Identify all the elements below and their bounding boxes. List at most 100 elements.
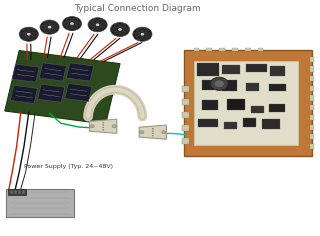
Circle shape [72,18,78,22]
Circle shape [133,27,152,41]
Bar [182,99,189,105]
Bar [232,48,238,51]
Text: Typical Connection Diagram: Typical Connection Diagram [74,4,201,13]
Circle shape [123,27,129,32]
Circle shape [140,131,144,134]
Bar [310,105,314,110]
Circle shape [114,24,120,28]
Circle shape [102,129,104,131]
Bar [14,190,17,194]
Circle shape [140,33,144,36]
Bar [246,64,267,72]
Circle shape [137,28,142,33]
Circle shape [142,36,148,40]
Bar [182,138,189,144]
Circle shape [96,23,100,26]
Circle shape [23,36,29,40]
Circle shape [50,29,55,33]
Circle shape [98,19,103,23]
Circle shape [152,133,154,134]
Bar [6,189,74,217]
Circle shape [88,18,107,32]
Bar [310,86,314,91]
Bar [182,112,189,118]
Bar [246,83,259,91]
Bar [227,99,245,110]
Circle shape [137,36,142,40]
Circle shape [19,27,38,41]
Circle shape [29,28,35,33]
Circle shape [114,31,120,35]
Text: Power Supply (Typ. 24~48V): Power Supply (Typ. 24~48V) [24,164,113,169]
Circle shape [72,25,78,30]
Bar [269,84,286,91]
Circle shape [27,33,31,36]
Polygon shape [66,63,94,81]
Circle shape [75,21,81,26]
Circle shape [120,24,126,28]
Bar [243,118,256,127]
Bar [262,119,280,129]
Bar [182,86,189,92]
Circle shape [44,29,50,33]
Bar [310,144,314,149]
Circle shape [70,22,74,25]
Circle shape [48,26,52,29]
Circle shape [90,125,94,128]
Bar [310,125,314,130]
Bar [222,80,237,91]
Bar [310,115,314,120]
Circle shape [66,18,72,22]
Bar [198,119,218,127]
Bar [8,189,26,195]
Circle shape [110,22,130,37]
Circle shape [142,28,148,33]
Circle shape [89,23,95,27]
Polygon shape [139,125,166,139]
Bar [184,50,312,156]
Circle shape [52,25,58,29]
Bar [206,48,212,51]
Circle shape [40,20,59,34]
Circle shape [134,32,140,36]
Bar [10,190,13,194]
Polygon shape [12,64,39,82]
Bar [194,61,298,145]
Bar [310,95,314,101]
Polygon shape [39,63,67,81]
Circle shape [152,130,154,132]
Circle shape [20,32,26,36]
Circle shape [152,128,154,129]
Bar [224,122,237,129]
Circle shape [145,32,151,36]
Circle shape [112,125,116,128]
Bar [245,48,251,51]
Circle shape [66,25,72,30]
Bar [182,125,189,131]
Circle shape [102,127,104,128]
Circle shape [92,26,98,31]
Circle shape [98,26,103,31]
Bar [270,66,285,76]
Bar [310,57,314,62]
Circle shape [152,135,154,136]
Circle shape [44,21,50,25]
Bar [18,190,21,194]
Circle shape [214,80,224,88]
Circle shape [100,23,106,27]
Circle shape [32,32,37,36]
Polygon shape [10,85,38,104]
Circle shape [63,21,69,26]
Circle shape [102,124,104,126]
Bar [197,63,219,76]
Polygon shape [65,83,92,102]
Bar [310,66,314,72]
Polygon shape [5,51,120,124]
Bar [194,48,199,51]
Circle shape [29,36,35,40]
Circle shape [41,25,47,29]
Bar [258,48,263,51]
Bar [22,190,25,194]
Circle shape [23,28,29,33]
Circle shape [120,31,126,35]
